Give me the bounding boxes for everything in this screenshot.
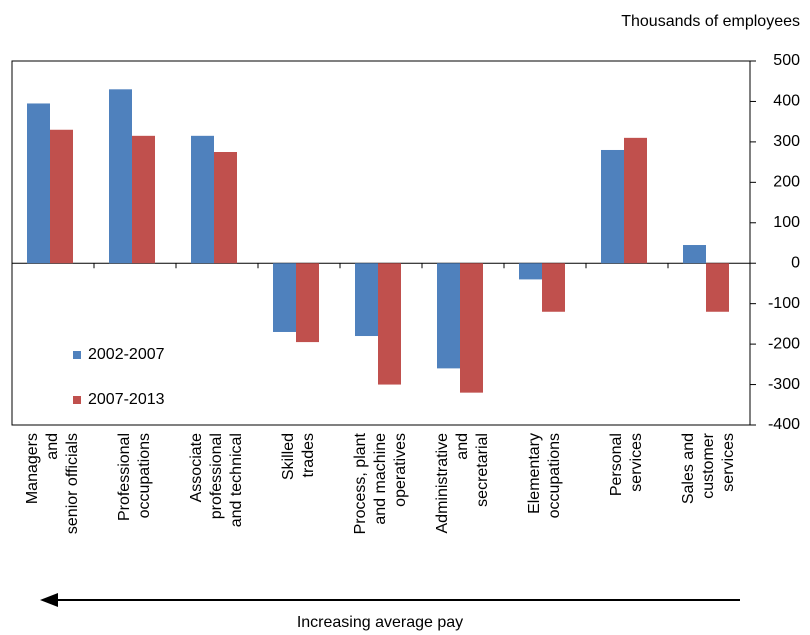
legend-label: 2007-2013 (88, 391, 165, 408)
bar (27, 103, 50, 264)
bar (706, 263, 729, 312)
x-tick-label: Managers and senior officials (24, 433, 81, 535)
legend-label: 2002-2007 (88, 346, 165, 363)
bar (601, 149, 624, 264)
x-tick-label: Personal services (608, 433, 645, 497)
y-tick-label: 500 (773, 52, 800, 69)
x-tick-label: Process, plant and machine operatives (352, 433, 409, 535)
y-axis-title: Thousands of employees (621, 13, 800, 30)
bar (191, 135, 214, 264)
plot-frame (11, 60, 751, 426)
bar (214, 152, 237, 264)
y-tick-label: -300 (768, 376, 800, 393)
y-tick-label: -400 (768, 416, 800, 433)
legend-swatch (73, 351, 81, 359)
y-tick-label: 0 (791, 254, 800, 271)
x-tick-label: Sales and customer services (680, 433, 737, 505)
y-tick-label: 200 (773, 174, 800, 191)
bar (296, 263, 319, 343)
bar (437, 263, 460, 369)
x-tick-label: Elementary occupations (526, 433, 563, 519)
x-tick-label: Administrative and secretarial (434, 433, 491, 534)
bar (542, 263, 565, 312)
y-tick-label: 300 (773, 133, 800, 150)
bar (355, 263, 378, 337)
bar (132, 135, 155, 264)
y-tick-label: -100 (768, 295, 800, 312)
bar (624, 137, 647, 264)
x-tick-label: Professional occupations (116, 433, 153, 522)
y-tick-label: 100 (773, 214, 800, 231)
bar (460, 263, 483, 393)
bar (273, 263, 296, 332)
legend-swatch (73, 396, 81, 404)
bar (683, 245, 706, 264)
y-tick-label: -200 (768, 335, 800, 352)
bar (50, 129, 73, 264)
bar (519, 263, 542, 280)
x-tick-label: Skilled trades (280, 433, 317, 481)
arrow-head (40, 593, 58, 607)
y-tick-label: 400 (773, 93, 800, 110)
bar (109, 89, 132, 264)
x-note: Increasing average pay (297, 614, 463, 631)
bar (378, 263, 401, 385)
x-tick-label: Associate professional and technical (188, 433, 245, 528)
